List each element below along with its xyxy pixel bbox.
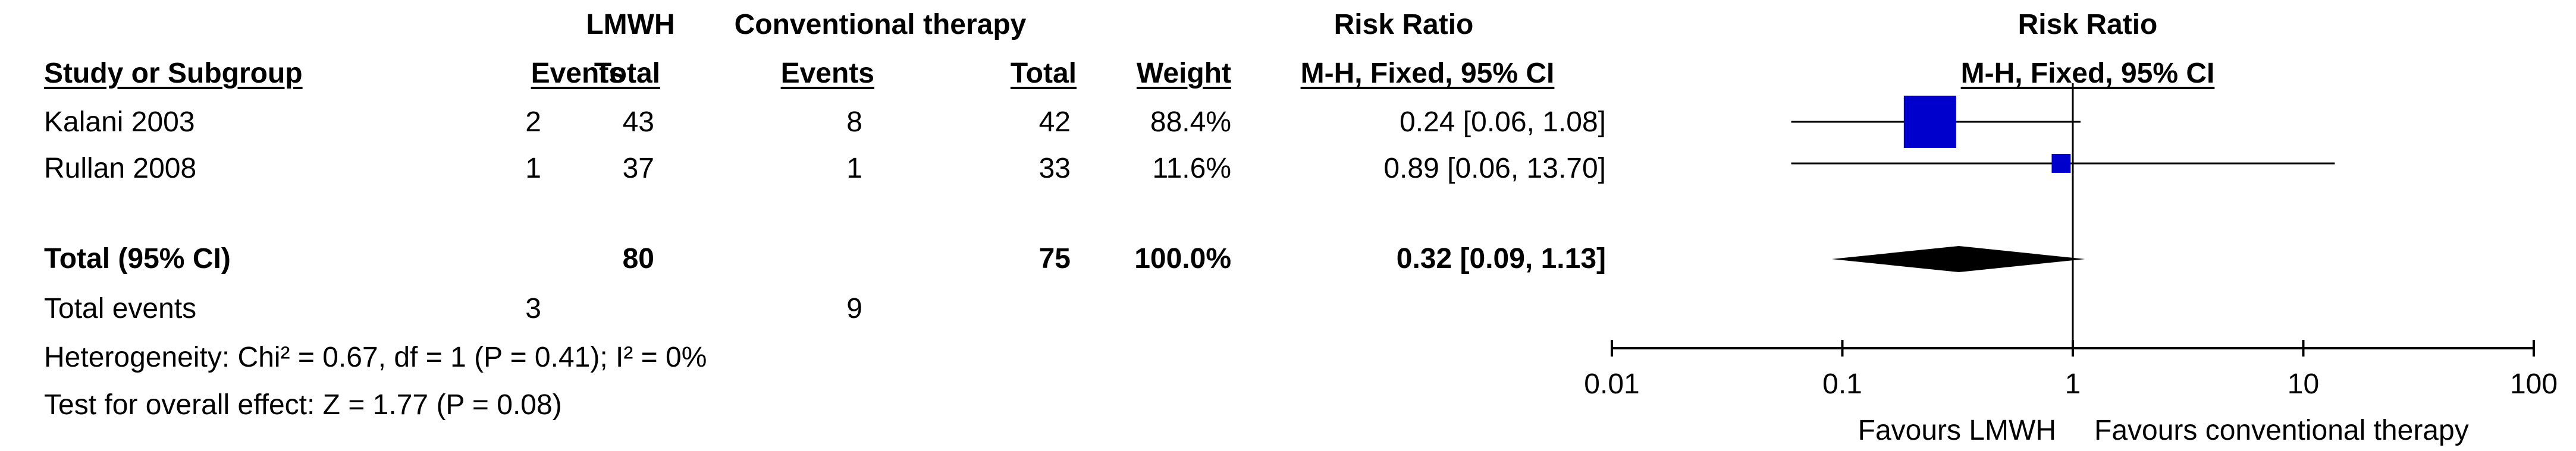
method-left-column-header: M-H, Fixed, 95% CI xyxy=(1300,58,1555,89)
risk-ratio-left-header: Risk Ratio xyxy=(1334,9,1474,40)
group1-header: LMWH xyxy=(586,9,675,40)
study-total2: 42 xyxy=(1038,106,1071,138)
total-weight: 100.0% xyxy=(1134,243,1231,275)
x-axis-tick-label: 0.1 xyxy=(1822,368,1862,400)
study-total2: 33 xyxy=(1038,153,1071,184)
weight-column-header: Weight xyxy=(1136,58,1231,89)
study-column-header: Study or Subgroup xyxy=(44,58,303,89)
total1-column-header: Total xyxy=(594,58,660,89)
total-risk-ratio-ci: 0.32 [0.09, 1.13] xyxy=(1396,243,1606,275)
x-axis-tick-label: 1 xyxy=(2065,368,2081,400)
study-events1: 1 xyxy=(525,153,541,184)
x-axis-tick-label: 100 xyxy=(2510,368,2558,400)
overall-effect-text: Test for overall effect: Z = 1.77 (P = 0… xyxy=(44,389,562,421)
study-effect-marker xyxy=(2051,154,2071,173)
group2-header: Conventional therapy xyxy=(734,9,1027,40)
study-events1: 2 xyxy=(525,106,541,138)
total-total1: 80 xyxy=(622,243,654,275)
study-events2: 8 xyxy=(846,106,862,138)
total-total2: 75 xyxy=(1038,243,1071,275)
study-effect-marker xyxy=(1903,96,1956,148)
study-total1: 37 xyxy=(622,153,654,184)
study-name: Rullan 2008 xyxy=(44,153,197,184)
total-events1: 3 xyxy=(525,293,541,324)
total-events-label: Total events xyxy=(44,293,197,324)
study-risk-ratio-ci: 0.24 [0.06, 1.08] xyxy=(1400,106,1606,138)
favours-left-label: Favours LMWH xyxy=(1858,415,2056,446)
method-right-column-header: M-H, Fixed, 95% CI xyxy=(1960,58,2215,89)
favours-right-label: Favours conventional therapy xyxy=(2094,415,2469,446)
study-total1: 43 xyxy=(622,106,654,138)
events1-column-header: Events xyxy=(531,58,625,89)
x-axis-tick-label: 10 xyxy=(2288,368,2319,400)
x-axis-tick-label: 0.01 xyxy=(1584,368,1639,400)
study-weight: 11.6% xyxy=(1152,153,1231,184)
total-label: Total (95% CI) xyxy=(44,243,231,275)
study-events2: 1 xyxy=(846,153,862,184)
risk-ratio-right-header: Risk Ratio xyxy=(2017,9,2158,40)
heterogeneity-text: Heterogeneity: Chi² = 0.67, df = 1 (P = … xyxy=(44,342,707,373)
study-risk-ratio-ci: 0.89 [0.06, 13.70] xyxy=(1383,153,1606,184)
pooled-effect-diamond xyxy=(1831,246,2085,272)
study-name: Kalani 2003 xyxy=(44,106,195,138)
total-events2: 9 xyxy=(846,293,862,324)
total2-column-header: Total xyxy=(1010,58,1077,89)
study-weight: 88.4% xyxy=(1150,106,1231,138)
events2-column-header: Events xyxy=(780,58,874,89)
